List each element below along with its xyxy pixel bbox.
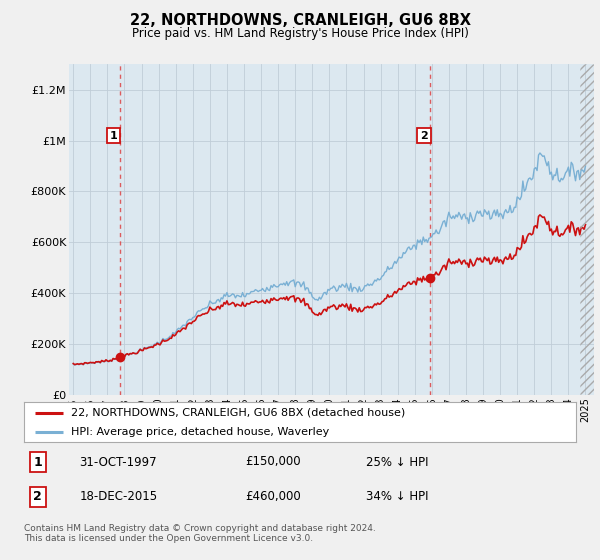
Text: 22, NORTHDOWNS, CRANLEIGH, GU6 8BX: 22, NORTHDOWNS, CRANLEIGH, GU6 8BX: [130, 13, 470, 29]
Text: 2: 2: [34, 490, 42, 503]
Text: 2: 2: [420, 130, 428, 141]
Text: 1: 1: [110, 130, 118, 141]
Text: 18-DEC-2015: 18-DEC-2015: [79, 490, 157, 503]
Text: £460,000: £460,000: [245, 490, 301, 503]
Text: 1: 1: [34, 455, 42, 469]
Text: Price paid vs. HM Land Registry's House Price Index (HPI): Price paid vs. HM Land Registry's House …: [131, 27, 469, 40]
Text: 25% ↓ HPI: 25% ↓ HPI: [366, 455, 429, 469]
Text: Contains HM Land Registry data © Crown copyright and database right 2024.
This d: Contains HM Land Registry data © Crown c…: [24, 524, 376, 543]
Text: 22, NORTHDOWNS, CRANLEIGH, GU6 8BX (detached house): 22, NORTHDOWNS, CRANLEIGH, GU6 8BX (deta…: [71, 408, 405, 418]
Text: £150,000: £150,000: [245, 455, 301, 469]
Text: 34% ↓ HPI: 34% ↓ HPI: [366, 490, 429, 503]
Text: 31-OCT-1997: 31-OCT-1997: [79, 455, 157, 469]
Text: HPI: Average price, detached house, Waverley: HPI: Average price, detached house, Wave…: [71, 427, 329, 436]
